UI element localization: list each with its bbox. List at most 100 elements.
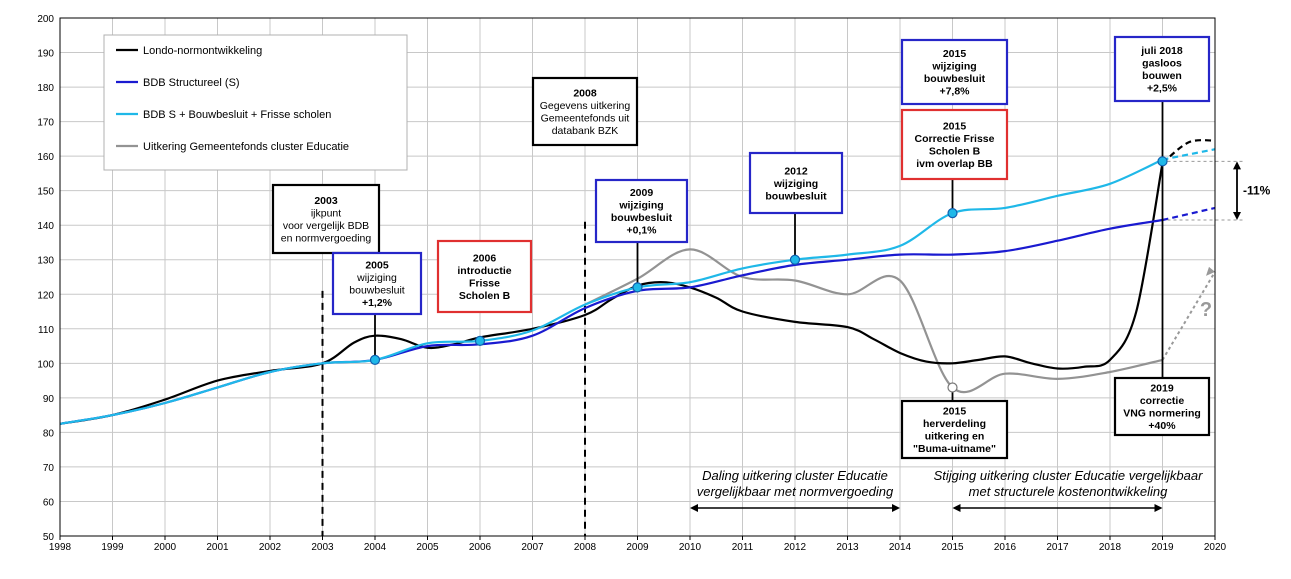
x-tick-label: 2017 (1046, 542, 1069, 553)
x-tick-label: 2014 (889, 542, 912, 553)
annotation-box-frame (271, 183, 381, 255)
annotation-text: 2015 (943, 406, 967, 418)
x-tick-label: 2018 (1099, 542, 1122, 553)
annotation-box-frame (531, 76, 639, 147)
x-tick-label: 2012 (784, 542, 807, 553)
x-tick-label: 2010 (679, 542, 702, 553)
annotation-text: gasloos (1142, 58, 1182, 70)
annotation-text: en normvergoeding (281, 233, 372, 245)
gap-label: -11% (1243, 184, 1271, 198)
series-line-londo-normontwikkeling (59, 162, 1164, 425)
series-line-bdb-s-bouwbesluit-frisse-scholen (59, 158, 1163, 425)
annotation-text: wijziging (773, 178, 818, 190)
x-tick-label: 2019 (1151, 542, 1174, 553)
x-tick-label: 1999 (101, 542, 124, 553)
x-tick-label: 2000 (154, 542, 177, 553)
x-tick-label: 2020 (1204, 542, 1227, 553)
legend-label: BDB S + Bouwbesluit + Frisse scholen (143, 109, 331, 121)
projection-arrowhead (1206, 266, 1215, 276)
gap-arrow-head-up (1233, 161, 1241, 170)
projection-londo-normontwikkeling (1161, 139, 1216, 164)
annotation-text: 2015 (943, 48, 967, 60)
annotation-text: bouwbesluit (349, 285, 405, 297)
annotation-text: Gegevens uitkering (540, 100, 631, 112)
y-tick-label: 100 (37, 359, 54, 370)
annotation-text: 2006 (473, 253, 497, 265)
projection-bdb-structureel-s (1162, 206, 1216, 222)
annotation-stems (374, 100, 1164, 401)
annotation-text: correctie (1140, 395, 1185, 407)
x-tick-label: 2008 (574, 542, 597, 553)
x-tick-label: 2002 (259, 542, 282, 553)
axes: 50 60 70 80 90 100 110 120 130 140 150 160 170 180 190… (37, 14, 1226, 553)
y-tick-label: 170 (37, 118, 54, 129)
y-tick-label: 130 (37, 256, 54, 267)
annotation-text: VNG normering (1123, 408, 1201, 420)
annotation-text: uitkering en (925, 431, 985, 443)
note-stijging-line1: Stijging uitkering cluster Educatie verg… (934, 468, 1203, 483)
x-tick-label: 1998 (49, 542, 72, 553)
data-point-marker (789, 254, 801, 265)
y-tick-label: 140 (37, 221, 54, 232)
annotation-text: introductie (457, 265, 511, 277)
legend-label: Londo-normontwikkeling (143, 45, 262, 57)
annotation-text: databank BZK (552, 125, 619, 137)
annotation-text: Scholen B (459, 290, 511, 302)
annotation-text: 2019 (1150, 383, 1174, 395)
y-tick-label: 160 (37, 152, 54, 163)
data-point-marker (369, 354, 381, 365)
data-point-marker (947, 382, 958, 393)
legend-label: BDB Structureel (S) (143, 77, 240, 89)
y-tick-label: 70 (43, 463, 55, 474)
series-line-uitkering-gemeentefonds-cluster-educatie (584, 248, 1163, 394)
annotation-box-frame (900, 108, 1009, 181)
y-tick-label: 90 (43, 394, 55, 405)
annotation-text: wijziging (618, 200, 663, 212)
annotation-text: Gemeentefonds uit (541, 113, 630, 125)
annotation-text: 2015 (943, 121, 967, 133)
annotation-text: +1,2% (362, 297, 393, 309)
y-tick-label: 80 (43, 428, 55, 439)
x-tick-label: 2013 (836, 542, 859, 553)
y-tick-label: 110 (38, 325, 54, 336)
arrow-head-left (952, 504, 961, 512)
annotation-text: +40% (1148, 420, 1176, 432)
x-tick-label: 2015 (941, 542, 964, 553)
projection-uitkering (1161, 271, 1216, 361)
annotation-text: "Buma-uitname" (913, 443, 996, 455)
x-tick-label: 2003 (311, 542, 334, 553)
x-tick-label: 2005 (416, 542, 439, 553)
data-markers (369, 156, 1168, 393)
annotation-box-frame (331, 251, 423, 316)
question-mark: ? (1200, 299, 1212, 321)
annotation-text: 2008 (573, 88, 597, 100)
y-tick-label: 190 (37, 49, 54, 60)
data-point-marker (632, 282, 643, 293)
annotation-box-frame (748, 151, 844, 215)
annotation-text: bouwen (1142, 70, 1182, 82)
annotation-text: wijziging (356, 272, 397, 284)
annotation-box-frame (900, 399, 1009, 460)
annotation-text: +7,8% (939, 86, 970, 98)
annotation-text: +2,5% (1147, 83, 1178, 95)
annotation-text: +0,1% (626, 225, 657, 237)
annotation-text: herverdeling (923, 418, 986, 430)
y-tick-label: 200 (37, 14, 54, 25)
arrow-head-left (690, 504, 698, 512)
annotation-box-frame (594, 178, 689, 244)
data-point-marker (474, 335, 486, 346)
annotation-box-frame (436, 239, 533, 314)
note-stijging-line2: met structurele kostenontwikkeling (969, 484, 1168, 499)
annotation-text: bouwbesluit (765, 190, 827, 202)
annotation-text: wijziging (931, 61, 976, 73)
